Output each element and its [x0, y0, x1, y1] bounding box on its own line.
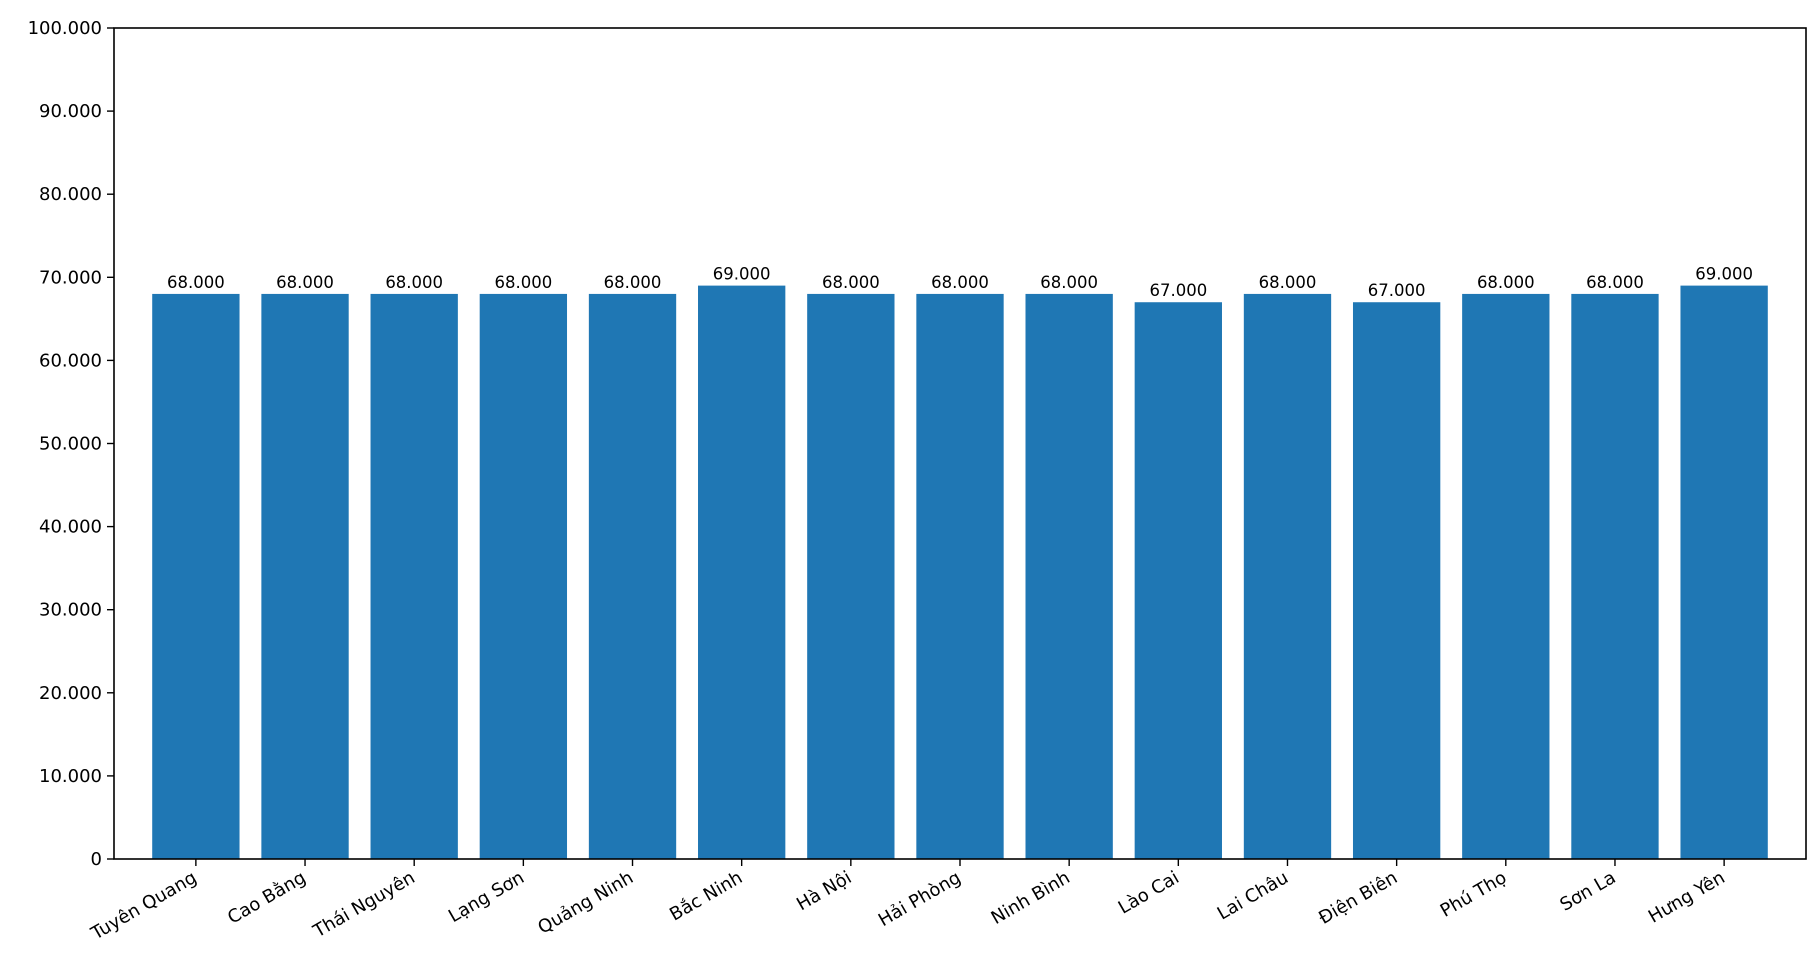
y-tick-label: 10.000	[39, 766, 102, 787]
x-tick-label: Lào Cai	[1115, 867, 1183, 918]
bar-value-label: 68.000	[931, 273, 989, 292]
x-tick-label: Ninh Bình	[988, 867, 1074, 929]
x-tick-label: Hà Nội	[793, 867, 855, 915]
bar-value-label: 67.000	[1368, 281, 1426, 300]
y-tick-label: 60.000	[39, 350, 102, 371]
y-tick-label: 70.000	[39, 267, 102, 288]
x-tick-label: Hải Phòng	[875, 867, 965, 931]
x-tick-label: Hưng Yên	[1645, 867, 1729, 927]
bar-11	[1243, 293, 1332, 859]
bar-2	[261, 293, 349, 859]
bar-4	[479, 293, 568, 859]
bar-value-label: 68.000	[822, 273, 880, 292]
x-tick-label: Tuyên Quang	[87, 867, 201, 945]
x-tick-label: Quảng Ninh	[534, 867, 637, 938]
bar-value-label: 69.000	[1695, 265, 1753, 284]
plot-frame	[113, 27, 1807, 860]
x-tick-label: Lai Châu	[1214, 867, 1292, 924]
y-tick-label: 20.000	[39, 683, 102, 704]
bars-layer	[152, 285, 1768, 860]
bar-value-label: 68.000	[1477, 273, 1535, 292]
x-axis: Tuyên Quang Cao Bằng Thái Nguyên Lạng Sơn Qu…	[87, 859, 1729, 945]
y-tick-label: 0	[91, 849, 102, 870]
value-labels-layer: 68.000 68.000 68.000 68.000 68.000 69.000 68.0…	[167, 265, 1753, 301]
y-tick-label: 30.000	[39, 600, 102, 621]
bar-3	[370, 293, 458, 859]
x-tick-label: Phú Thọ	[1437, 867, 1511, 922]
x-tick-label: Bắc Ninh	[666, 867, 746, 925]
x-tick-label: Lạng Sơn	[445, 867, 528, 927]
bar-15	[1680, 285, 1768, 859]
x-tick-label: Điện Biên	[1315, 867, 1401, 929]
bar-7	[807, 293, 895, 859]
y-tick-label: 40.000	[39, 517, 102, 538]
y-tick-label: 90.000	[39, 101, 102, 122]
bar-6	[698, 285, 786, 859]
bar-value-label: 68.000	[1586, 273, 1644, 292]
bar-value-label: 68.000	[494, 273, 552, 292]
bar-value-label: 68.000	[1259, 273, 1317, 292]
bar-value-label: 68.000	[385, 273, 443, 292]
y-tick-label: 100.000	[28, 18, 102, 39]
bar-value-label: 68.000	[167, 273, 225, 292]
x-tick-label: Thái Nguyên	[309, 867, 419, 942]
bar-13	[1462, 293, 1550, 859]
x-tick-label: Sơn La	[1556, 867, 1619, 916]
bar-8	[916, 293, 1004, 859]
bar-12	[1352, 302, 1441, 860]
bar-value-label: 68.000	[604, 273, 662, 292]
bar-9	[1025, 293, 1113, 859]
bar-value-label: 68.000	[1040, 273, 1098, 292]
bar-5	[588, 293, 677, 859]
bar-value-label: 69.000	[713, 265, 771, 284]
bar-value-label: 68.000	[276, 273, 334, 292]
bar-1	[152, 293, 240, 859]
bar-14	[1571, 293, 1659, 859]
y-axis: 0 10.000 20.000 30.000 40.000 50.000 60.000 70.…	[28, 18, 114, 870]
x-tick-label: Cao Bằng	[224, 867, 309, 928]
y-tick-label: 50.000	[39, 434, 102, 455]
y-tick-label: 80.000	[39, 184, 102, 205]
bar-value-label: 67.000	[1149, 281, 1207, 300]
bar-10	[1134, 302, 1222, 860]
